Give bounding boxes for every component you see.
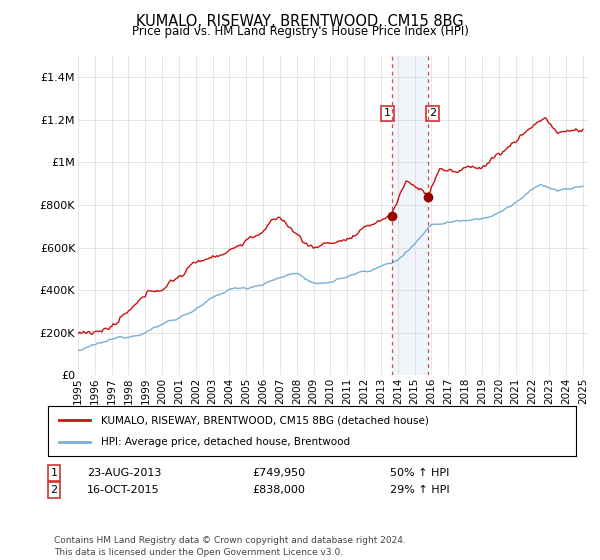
Text: 2: 2: [429, 109, 436, 119]
Text: £838,000: £838,000: [252, 485, 305, 495]
Text: KUMALO, RISEWAY, BRENTWOOD, CM15 8BG: KUMALO, RISEWAY, BRENTWOOD, CM15 8BG: [136, 14, 464, 29]
Text: 16-OCT-2015: 16-OCT-2015: [87, 485, 160, 495]
Text: HPI: Average price, detached house, Brentwood: HPI: Average price, detached house, Bren…: [101, 437, 350, 447]
Text: 2: 2: [50, 485, 58, 495]
Text: Contains HM Land Registry data © Crown copyright and database right 2024.
This d: Contains HM Land Registry data © Crown c…: [54, 536, 406, 557]
Text: 50% ↑ HPI: 50% ↑ HPI: [390, 468, 449, 478]
Bar: [392, 56, 428, 375]
Text: 1: 1: [384, 109, 391, 119]
Text: Price paid vs. HM Land Registry's House Price Index (HPI): Price paid vs. HM Land Registry's House …: [131, 25, 469, 38]
Text: 23-AUG-2013: 23-AUG-2013: [87, 468, 161, 478]
Text: 1: 1: [50, 468, 58, 478]
Text: £749,950: £749,950: [252, 468, 305, 478]
Text: KUMALO, RISEWAY, BRENTWOOD, CM15 8BG (detached house): KUMALO, RISEWAY, BRENTWOOD, CM15 8BG (de…: [101, 415, 428, 425]
Text: 29% ↑ HPI: 29% ↑ HPI: [390, 485, 449, 495]
